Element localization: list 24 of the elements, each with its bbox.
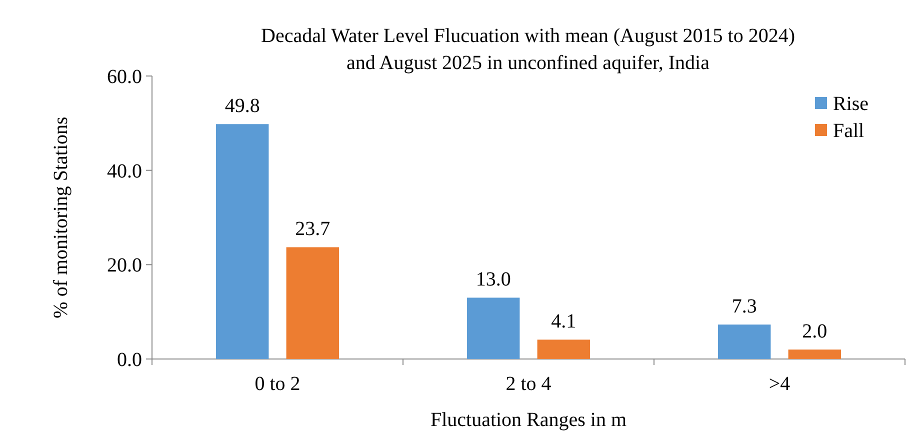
bar: [467, 298, 520, 359]
data-label: 13.0: [476, 268, 511, 291]
data-label: 23.7: [295, 218, 330, 240]
bar: [788, 350, 841, 359]
y-tick-label: 20.0: [107, 254, 142, 277]
chart-title: Decadal Water Level Flucuation with mean (August 2015 to 2024) and August 2025 in unconfined aquifer, India: [261, 25, 795, 74]
bar: [216, 124, 269, 359]
data-label: 7.3: [732, 296, 757, 318]
bar: [286, 247, 339, 359]
data-label: 4.1: [551, 310, 576, 333]
y-tick-label: 40.0: [107, 160, 142, 182]
legend-label: Fall: [833, 120, 865, 142]
data-label: 2.0: [802, 320, 828, 343]
y-tick-label: 60.0: [107, 66, 142, 88]
x-tick-label: >4: [768, 373, 790, 395]
y-tick-label: 0.0: [117, 349, 142, 371]
x-axis-title: Fluctuation Ranges in m: [430, 409, 627, 431]
x-tick-label: 0 to 2: [254, 373, 300, 395]
y-axis-title: % of monitoring Stations: [50, 116, 72, 318]
data-label: 49.8: [224, 95, 260, 118]
legend-label: Rise: [833, 93, 869, 115]
bar: [537, 340, 590, 359]
bar: [718, 324, 771, 359]
x-tick-label: 2 to 4: [506, 373, 552, 395]
